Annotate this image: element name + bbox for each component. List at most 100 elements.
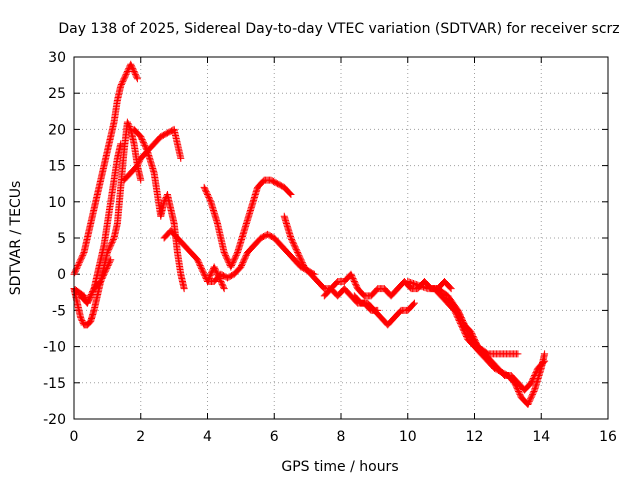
data-layer (70, 60, 549, 409)
x-tick-label: 16 (599, 429, 617, 445)
data-point (352, 280, 360, 288)
data-point (103, 264, 111, 272)
data-point (527, 379, 535, 387)
data-point (289, 238, 297, 246)
data-point (79, 250, 87, 258)
data-point (541, 350, 549, 358)
data-point (287, 234, 295, 242)
data-point (514, 350, 522, 358)
data-point (107, 240, 115, 248)
data-point (76, 257, 84, 265)
data-point (206, 196, 214, 204)
data-point (524, 401, 532, 409)
data-point (526, 396, 534, 404)
data-point (421, 284, 429, 292)
data-point (418, 283, 426, 291)
data-point (139, 138, 147, 146)
data-point (77, 256, 85, 264)
series-satellite-arc-12 (350, 292, 418, 329)
data-point (298, 257, 306, 265)
x-tick-label: 6 (270, 429, 279, 445)
data-point (177, 154, 185, 162)
series-satellite-arc-4 (77, 256, 115, 307)
data-point (100, 270, 108, 278)
data-point (351, 279, 359, 287)
data-point (129, 65, 137, 73)
data-point (296, 254, 304, 262)
data-point (199, 267, 207, 275)
data-point (85, 296, 93, 304)
data-point (205, 193, 213, 201)
data-point (467, 328, 475, 336)
data-point (120, 75, 128, 83)
data-point (222, 253, 230, 261)
y-tick-label: 30 (48, 50, 66, 66)
data-point (458, 315, 466, 323)
data-point (97, 276, 105, 284)
data-point (415, 282, 423, 290)
y-tick-label: -15 (43, 376, 66, 392)
data-point (220, 285, 228, 293)
data-point (135, 157, 143, 165)
data-point (296, 253, 304, 261)
data-point (203, 189, 211, 197)
data-point (139, 137, 147, 145)
data-point (77, 254, 85, 262)
data-point (221, 250, 229, 258)
data-point (107, 256, 115, 264)
data-point (220, 248, 228, 256)
series-satellite-arc-1 (70, 118, 145, 329)
data-point (131, 69, 139, 77)
data-point (99, 272, 107, 280)
data-point (233, 250, 241, 258)
x-tick-label: 14 (532, 429, 550, 445)
data-point (127, 62, 135, 70)
data-point (460, 328, 468, 336)
tick-layer: 0 2 4 6 8 10 12 14 16 -20 -15 -10 -5 0 5 10 15 20 25 30 (43, 50, 617, 445)
data-point (470, 334, 478, 342)
data-point (515, 387, 523, 395)
data-point (529, 374, 537, 382)
data-point (130, 67, 138, 75)
data-point (350, 276, 358, 284)
data-point (529, 389, 537, 397)
grid-layer (74, 57, 608, 419)
data-point (456, 311, 464, 319)
data-point (239, 259, 247, 267)
data-point (105, 259, 113, 267)
data-point (126, 124, 134, 132)
data-point (459, 318, 467, 326)
data-point (119, 76, 127, 84)
data-point (468, 331, 476, 339)
data-point (411, 280, 419, 288)
data-point (422, 284, 430, 292)
data-point (73, 263, 81, 271)
x-axis-label: GPS time / hours (281, 459, 398, 475)
data-point (530, 373, 538, 381)
data-point (461, 330, 469, 338)
data-point (456, 312, 464, 320)
data-point (123, 118, 131, 126)
data-point (195, 259, 203, 267)
data-point (513, 385, 521, 393)
data-point (137, 176, 145, 184)
data-point (141, 141, 149, 149)
y-tick-label: -10 (43, 340, 66, 356)
data-point (288, 237, 296, 245)
x-tick-label: 8 (337, 429, 346, 445)
data-point (125, 123, 133, 131)
data-point (207, 270, 215, 278)
data-point (217, 277, 225, 285)
data-point (299, 260, 307, 268)
data-point (286, 190, 294, 198)
data-point (132, 72, 140, 80)
y-tick-label: -20 (43, 412, 66, 428)
data-point (218, 280, 226, 288)
data-point (135, 159, 143, 167)
data-point (77, 314, 85, 322)
plot-frame (73, 56, 609, 420)
chart-title: Day 138 of 2025, Sidereal Day-to-day VTE… (58, 21, 619, 37)
data-point (528, 392, 536, 400)
data-point (200, 183, 208, 191)
data-point (472, 338, 480, 346)
